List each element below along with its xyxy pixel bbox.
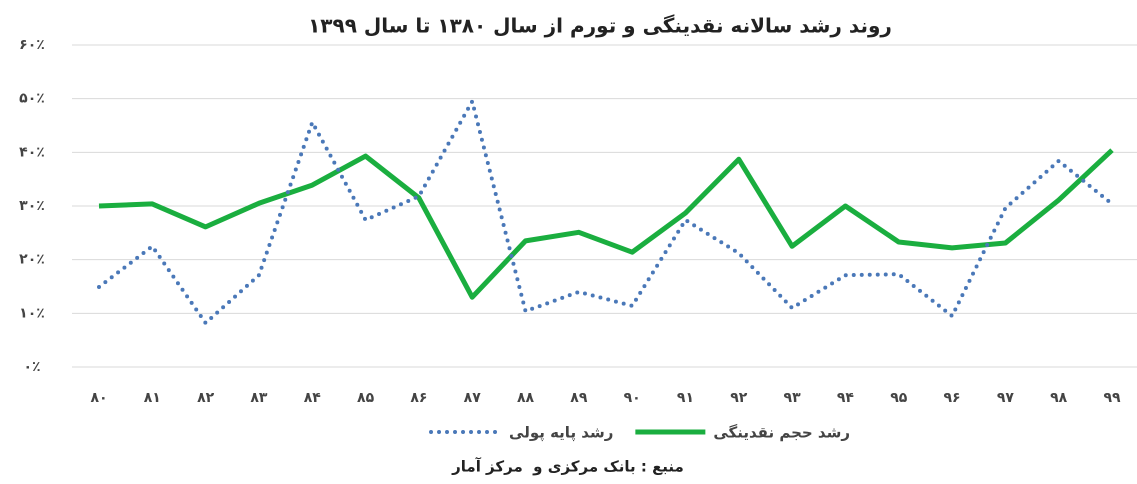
x-tick-label: ۸۶ xyxy=(410,390,427,406)
y-tick-label: ۰٪ xyxy=(23,359,40,375)
chart-title: روند رشد سالانه نقدینگی و تورم از سال ۱۳… xyxy=(308,14,892,38)
y-tick-label: ۵۰٪ xyxy=(19,91,45,107)
series-line xyxy=(97,99,1114,325)
x-tick-label: ۹۰ xyxy=(624,390,641,406)
x-tick-label: ۸۸ xyxy=(517,390,535,406)
x-tick-label: ۸۹ xyxy=(570,390,588,406)
x-tick-label: ۹۷ xyxy=(997,390,1015,406)
x-tick-label: ۸۲ xyxy=(197,390,215,406)
y-tick-label: ۴۰٪ xyxy=(19,144,45,160)
source: منبع : بانک مرکزی و مرکز آمار xyxy=(451,458,684,476)
x-tick-label: ۸۱ xyxy=(144,390,161,406)
x-tick-label: ۸۴ xyxy=(304,390,322,406)
y-tick-label: ۲۰٪ xyxy=(19,252,45,268)
y-tick-label: ۳۰٪ xyxy=(19,198,45,214)
x-tick-label: ۸۵ xyxy=(357,390,375,406)
x-tick-label: ۹۱ xyxy=(677,390,694,406)
x-tick-label: ۹۴ xyxy=(837,390,855,406)
legend-label: رشد پایه پولی xyxy=(509,424,613,443)
x-tick-label: ۸۷ xyxy=(464,390,482,406)
x-tick-label: ۹۶ xyxy=(944,390,961,406)
legend-label: رشد حجم نقدینگی xyxy=(713,424,850,442)
series-line xyxy=(98,148,1114,300)
x-tick-label: ۸۳ xyxy=(250,390,268,406)
x-tick-label: ۹۲ xyxy=(730,390,748,406)
x-tick-label: ۹۸ xyxy=(1050,390,1068,406)
x-tick-label: ۹۳ xyxy=(784,390,802,406)
x-tick-label: ۸۰ xyxy=(90,390,107,406)
x-tick-label: ۹۵ xyxy=(890,390,908,406)
y-tick-label: ۶۰٪ xyxy=(19,37,45,53)
x-tick-label: ۹۹ xyxy=(1103,390,1121,406)
y-tick-label: ۱۰٪ xyxy=(19,305,45,321)
